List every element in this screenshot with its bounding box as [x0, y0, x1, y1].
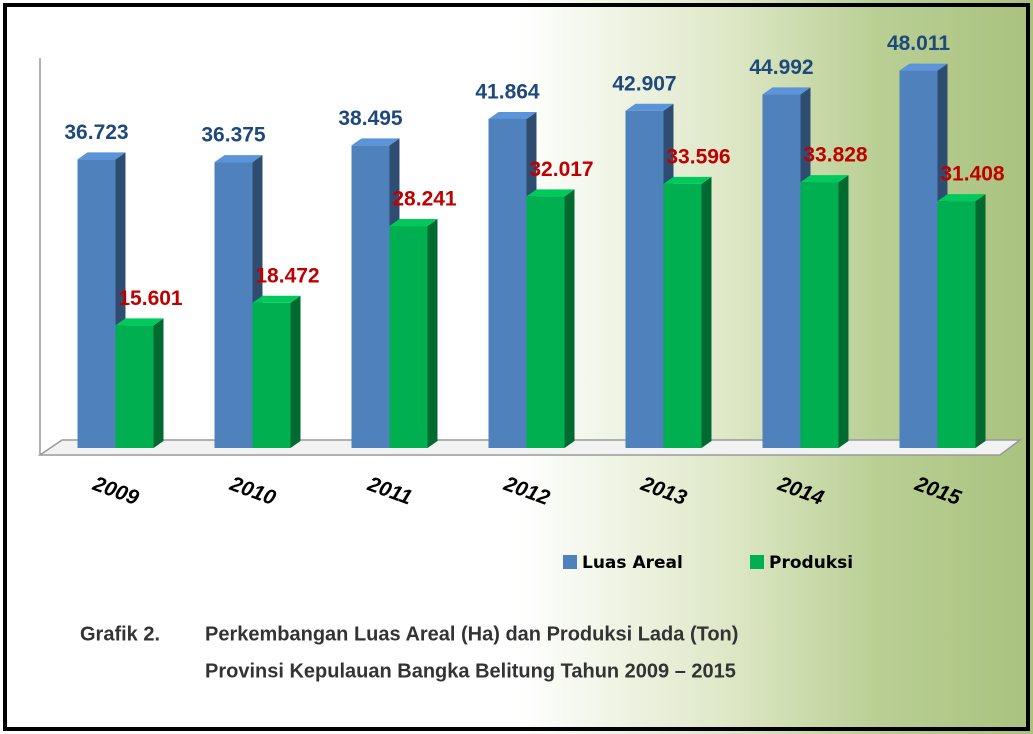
bar-side [701, 176, 712, 449]
bar-top [526, 189, 575, 197]
data-label: 41.864 [475, 80, 540, 103]
bar [899, 70, 938, 448]
bar [389, 226, 428, 448]
bar-top [115, 318, 164, 326]
bar [214, 162, 253, 448]
frame [3, 3, 1030, 731]
data-label: 32.017 [529, 158, 593, 181]
bar-side [290, 295, 301, 448]
data-label: 18.472 [255, 264, 319, 287]
legend-swatch [563, 555, 577, 569]
bar-top [800, 175, 849, 183]
bar-top [663, 176, 712, 184]
caption-label: Grafik 2. [80, 623, 160, 645]
bar-top [762, 87, 811, 95]
bar-top [252, 295, 301, 303]
caption-line: Provinsi Kepulauan Bangka Belitung Tahun… [205, 660, 736, 682]
bar-top [899, 63, 948, 71]
bar [800, 182, 839, 448]
bar-top [214, 155, 263, 163]
bar [252, 302, 291, 448]
data-label: 36.375 [201, 124, 266, 147]
bar [488, 118, 527, 448]
bar-side [564, 189, 575, 448]
bar-top [937, 194, 986, 202]
legend-swatch [750, 555, 764, 569]
bar [115, 325, 154, 448]
bar [625, 110, 664, 448]
bar-side [153, 318, 164, 448]
data-label: 42.907 [612, 72, 676, 95]
caption-line: Perkembangan Luas Areal (Ha) dan Produks… [205, 623, 738, 645]
data-label: 38.495 [338, 107, 403, 130]
bar-side [427, 219, 438, 448]
bar-side [975, 194, 986, 448]
bar [663, 183, 702, 449]
data-label: 33.828 [803, 144, 868, 167]
data-label: 28.241 [392, 188, 457, 211]
bar [351, 145, 390, 448]
legend-label: Produksi [769, 553, 853, 573]
data-label: 36.723 [64, 121, 128, 144]
bar [762, 94, 801, 448]
bar-top [351, 138, 400, 146]
data-label: 48.011 [887, 32, 950, 55]
bar-top [389, 219, 438, 227]
bar [526, 196, 565, 448]
bar [77, 159, 116, 448]
legend-label: Luas Areal [582, 553, 683, 573]
bar-top [625, 103, 674, 111]
data-label: 31.408 [940, 163, 1005, 186]
bar [937, 201, 976, 448]
bar-top [488, 111, 537, 119]
bar-top [77, 152, 126, 160]
bar-side [838, 175, 849, 448]
data-label: 33.596 [666, 145, 730, 168]
data-label: 44.992 [749, 56, 813, 79]
data-label: 15.601 [118, 287, 183, 310]
